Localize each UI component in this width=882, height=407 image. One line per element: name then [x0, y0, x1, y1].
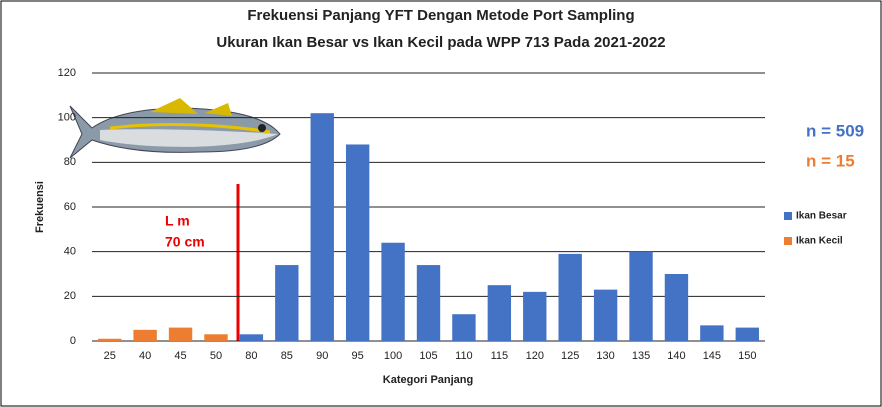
y-tick-label: 0 [70, 335, 76, 347]
chart-subtitle: Ukuran Ikan Besar vs Ikan Kecil pada WPP… [216, 34, 665, 51]
bar [204, 334, 228, 341]
x-tick-label: 40 [139, 350, 151, 362]
x-tick-label: 105 [419, 350, 437, 362]
x-axis-label: Kategori Panjang [383, 374, 473, 386]
x-tick-label: 115 [491, 350, 509, 362]
bar [275, 265, 299, 341]
x-tick-label: 25 [104, 350, 116, 362]
annotation: 70 cm [165, 234, 205, 250]
legend-label: Ikan Kecil [796, 236, 843, 247]
x-tick-label: 45 [174, 350, 186, 362]
bar [416, 265, 441, 341]
y-tick-label: 20 [64, 290, 76, 302]
x-tick-label: 90 [316, 350, 328, 362]
bar [664, 274, 689, 341]
bar [239, 334, 264, 341]
annotation: n = 15 [806, 151, 855, 170]
x-tick-label: 110 [455, 350, 473, 362]
x-tick-label: 125 [561, 350, 579, 362]
bar [310, 113, 334, 341]
x-tick-label: 150 [738, 350, 756, 362]
bar [168, 327, 193, 341]
y-tick-label: 80 [64, 156, 76, 168]
y-axis-label: Frekuensi [34, 181, 46, 233]
y-tick-label: 60 [64, 201, 76, 213]
chart-title: Frekuensi Panjang YFT Dengan Metode Port… [247, 7, 634, 24]
bar [452, 314, 476, 341]
legend-swatch [784, 212, 792, 220]
x-tick-label: 145 [703, 350, 721, 362]
x-tick-label: 135 [632, 350, 650, 362]
bar [593, 289, 618, 341]
bar [133, 329, 157, 341]
y-tick-label: 100 [58, 112, 76, 124]
annotation: n = 509 [806, 121, 864, 140]
bar [98, 338, 122, 341]
bar [381, 242, 405, 341]
fish-icon [69, 98, 281, 159]
bar [629, 251, 653, 341]
x-tick-label: 80 [245, 350, 257, 362]
bar [523, 291, 547, 341]
bar [345, 144, 370, 341]
x-tick-label: 130 [596, 350, 614, 362]
bar [558, 253, 582, 341]
bar [700, 325, 724, 341]
x-tick-label: 140 [667, 350, 685, 362]
x-tick-label: 50 [210, 350, 222, 362]
bar [735, 327, 759, 341]
x-tick-label: 100 [384, 350, 402, 362]
legend-label: Ikan Besar [796, 211, 847, 222]
x-tick-label: 120 [526, 350, 544, 362]
bar [487, 285, 512, 341]
annotation: L m [165, 213, 190, 229]
legend-swatch [784, 237, 792, 245]
x-tick-label: 95 [352, 350, 364, 362]
y-tick-label: 40 [64, 246, 76, 258]
y-tick-label: 120 [58, 67, 76, 79]
x-tick-label: 85 [281, 350, 293, 362]
